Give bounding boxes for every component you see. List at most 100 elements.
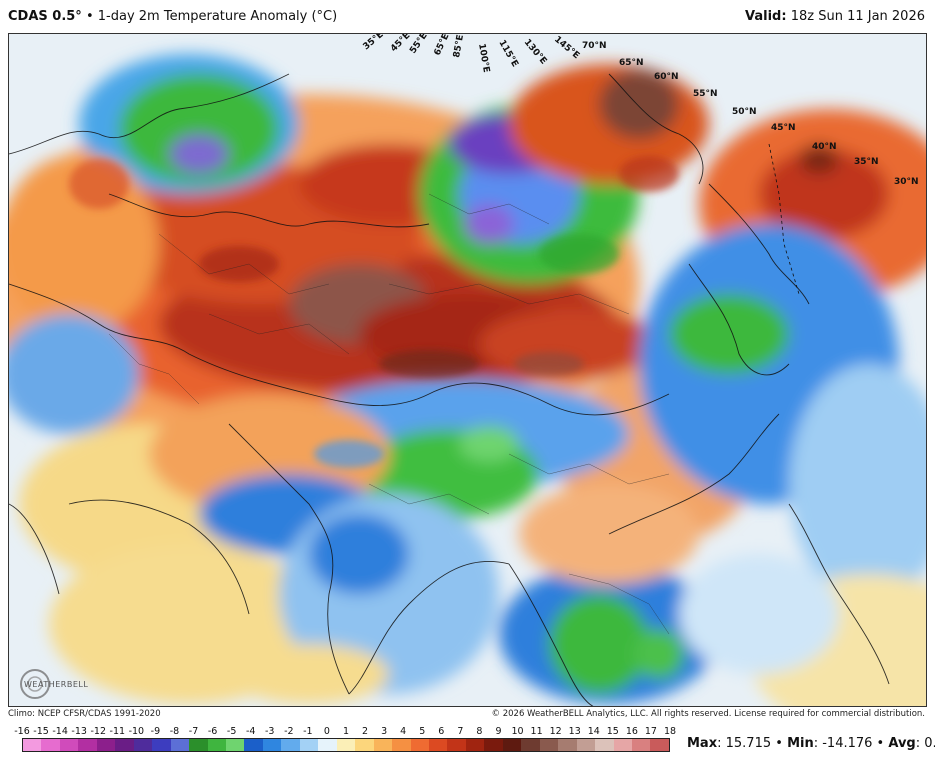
colorbar-swatch [631, 739, 651, 751]
lat-label-60: 60°N [654, 72, 679, 82]
colorbar-swatch [170, 739, 190, 751]
valid-label: Valid: [745, 9, 787, 24]
colorbar-tick-label: -8 [169, 726, 180, 737]
colorbar-swatch [613, 739, 632, 751]
model-name: CDAS 0.5° [8, 9, 82, 24]
anomaly-field [9, 54, 926, 706]
colorbar-tick-label: 0 [323, 726, 330, 737]
colorbar-swatch [299, 739, 319, 751]
colorbar-swatch [502, 739, 522, 751]
weatherbell-logo [20, 669, 50, 699]
colorbar-tick-label: 8 [476, 726, 483, 737]
colorbar-swatch [465, 739, 485, 751]
climo-note: Climo: NCEP CFSR/CDAS 1991-2020 [8, 709, 161, 719]
colorbar-tick-label: 18 [663, 726, 677, 737]
coastlines [9, 73, 890, 706]
colorbar-swatch [373, 739, 393, 751]
valid-time-value: 18z Sun 11 Jan 2026 [790, 9, 925, 24]
colorbar-swatch [558, 739, 577, 751]
colorbar-swatch [262, 739, 282, 751]
colorbar-tick-label: -2 [284, 726, 294, 737]
stats-avg-value: 0.404 [924, 736, 935, 751]
colorbar-swatch [355, 739, 374, 751]
colorbar-tick-label: -13 [71, 726, 87, 737]
colorbar-swatch [78, 739, 97, 751]
colorbar-swatch [133, 739, 153, 751]
colorbar-swatch [189, 739, 208, 751]
colorbar-tick-label: 13 [568, 726, 581, 737]
colorbar-ticks: -16 -15 -14 -13 -12 -11 -10 -9 -8 -7 -6 -5 -4 -3 -2 -1 0… [14, 726, 676, 738]
colorbar-tick-label: 10 [511, 726, 524, 737]
header: CDAS 0.5° • 1-day 2m Temperature Anomaly… [0, 0, 935, 32]
lat-label-35: 35°N [854, 157, 879, 167]
colorbar-tick-label: 12 [549, 726, 562, 737]
colorbar-tick-label: 11 [530, 726, 543, 737]
colorbar-tick-label: -10 [128, 726, 145, 737]
stats-max-label: Max [687, 736, 718, 751]
colorbar-swatch [336, 739, 356, 751]
colorbar-tick-label: 15 [606, 726, 619, 737]
colorbar-swatch [595, 739, 614, 751]
colorbar-swatch [59, 739, 79, 751]
product-name: 1-day 2m Temperature Anomaly (°C) [97, 9, 338, 24]
lat-label-55: 55°N [693, 89, 718, 99]
colorbar-tick-label: -11 [109, 726, 126, 737]
colorbar-tick-label: -6 [207, 726, 218, 737]
colorbar-tick-label: 3 [381, 726, 388, 737]
stats-min-value: -14.176 [822, 736, 873, 751]
colorbar-swatch [428, 739, 448, 751]
colorbar [22, 738, 670, 752]
lat-label-70: 70°N [582, 41, 607, 51]
colorbar-tick-label: 1 [342, 726, 350, 737]
colorbar-swatch [23, 739, 42, 751]
lon-label-85: 85°E [452, 34, 466, 59]
colorbar-tick-label: -4 [245, 726, 256, 737]
colorbar-tick-label: 16 [625, 726, 638, 737]
colorbar-tick-label: -7 [188, 726, 199, 737]
colorbar-tick-label: -14 [52, 726, 68, 737]
borders [108, 193, 670, 635]
colorbar-tick-label: 4 [400, 726, 407, 737]
colorbar-tick-label: -5 [226, 726, 237, 737]
colorbar-swatch [152, 739, 171, 751]
colorbar-swatch [539, 739, 559, 751]
valid-time: Valid: 18z Sun 11 Jan 2026 [745, 9, 925, 24]
colorbar-tick-label: 7 [457, 726, 464, 737]
colorbar-swatch [281, 739, 300, 751]
lat-label-50: 50°N [732, 107, 757, 117]
anomaly-map: 30°N 35°N 40°N 45°N 50°N 55°N 60°N 65°N … [8, 33, 927, 707]
lat-label-30: 30°N [894, 177, 919, 187]
lat-label-65: 65°N [619, 58, 644, 68]
colorbar-tick-label: 9 [495, 726, 502, 737]
anomaly-detail [69, 156, 679, 468]
colorbar-tick-label: -15 [33, 726, 49, 737]
stats-min-label: Min [787, 736, 814, 751]
lat-label-45: 45°N [771, 123, 796, 133]
colorbar-swatch [318, 739, 337, 751]
colorbar-swatch [244, 739, 263, 751]
colorbar-tick-label: -9 [150, 726, 161, 737]
colorbar-swatch [96, 739, 116, 751]
dateline [768, 143, 800, 295]
colorbar-swatch [207, 739, 226, 751]
colorbar-tick-label: 14 [587, 726, 600, 737]
colorbar-tick-label: -3 [265, 726, 275, 737]
stats-avg-label: Avg [888, 736, 916, 751]
colorbar-tick-label: 5 [419, 726, 426, 737]
copyright-note: © 2026 WeatherBELL Analytics, LLC. All r… [491, 709, 925, 719]
colorbar-tick-label: 17 [644, 726, 657, 737]
logo-text: WEATHERBELL [24, 680, 89, 689]
field-stats: Max: 15.715 • Min: -14.176 • Avg: 0.404 [687, 736, 935, 751]
colorbar-swatch [447, 739, 466, 751]
colorbar-swatch [41, 739, 60, 751]
colorbar-tick-label: -12 [90, 726, 106, 737]
colorbar-tick-label: 6 [438, 726, 445, 737]
colorbar-swatch [650, 739, 669, 751]
stats-max-value: 15.715 [725, 736, 772, 751]
colorbar-swatch [521, 739, 540, 751]
colorbar-swatch [484, 739, 503, 751]
colorbar-tick-label: -1 [303, 726, 313, 737]
colorbar-swatch [225, 739, 245, 751]
graticule-labels: 30°N 35°N 40°N 45°N 50°N 55°N 60°N 65°N … [362, 34, 919, 187]
lat-label-40: 40°N [812, 142, 837, 152]
